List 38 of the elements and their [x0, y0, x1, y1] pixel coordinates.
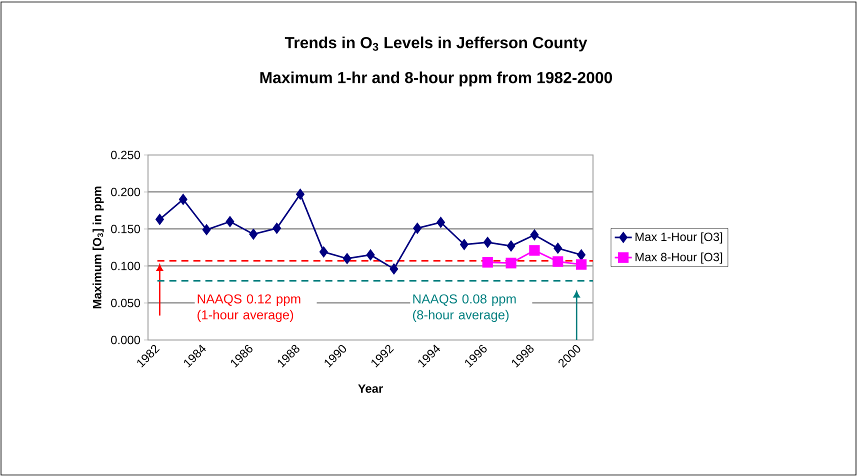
- legend-label: Max 8-Hour [O3]: [636, 252, 722, 264]
- point: [482, 256, 493, 268]
- y-tick-label: 0.050: [111, 298, 140, 308]
- point: [529, 245, 540, 256]
- point: [202, 224, 211, 236]
- y-axis-title: Maximum [O$_{3}$] in ppm: [92, 186, 104, 308]
- point: [552, 256, 564, 267]
- point: [436, 217, 445, 228]
- y-tick-label: 0.200: [111, 188, 140, 196]
- point: [483, 237, 492, 248]
- point: [506, 258, 516, 268]
- point: [226, 216, 234, 227]
- point: [576, 259, 587, 270]
- ref-line-label: NAAQS 0.12 ppm (1-hour average): [198, 294, 300, 322]
- point: [413, 222, 422, 234]
- point: [319, 246, 328, 258]
- point: [272, 222, 281, 234]
- y-tick-label: 0.000: [111, 336, 140, 344]
- point: [390, 264, 398, 274]
- point: [530, 230, 539, 240]
- point: [460, 239, 468, 250]
- y-tick-label: 0.150: [111, 224, 140, 234]
- point: [249, 228, 258, 240]
- x-axis-title: Year: [358, 384, 383, 393]
- ref-line-label: NAAQS 0.08 ppm (8-hour average): [413, 294, 516, 322]
- point: [554, 242, 562, 254]
- point: [506, 240, 516, 252]
- y-tick-label: 0.250: [111, 150, 140, 160]
- legend-label: Max 1-Hour [O3]: [636, 232, 722, 244]
- point: [366, 250, 375, 260]
- point: [178, 194, 188, 205]
- point: [577, 250, 586, 260]
- point: [156, 214, 164, 225]
- point: [296, 188, 304, 200]
- point: [342, 253, 352, 264]
- y-tick-label: 0.100: [111, 262, 140, 270]
- chart-title: Trends in O$_{3}$ Levels in Jefferson County: [284, 36, 588, 52]
- chart-subtitle: Maximum 1-hr and 8-hour ppm from 1982-2000: [260, 72, 612, 86]
